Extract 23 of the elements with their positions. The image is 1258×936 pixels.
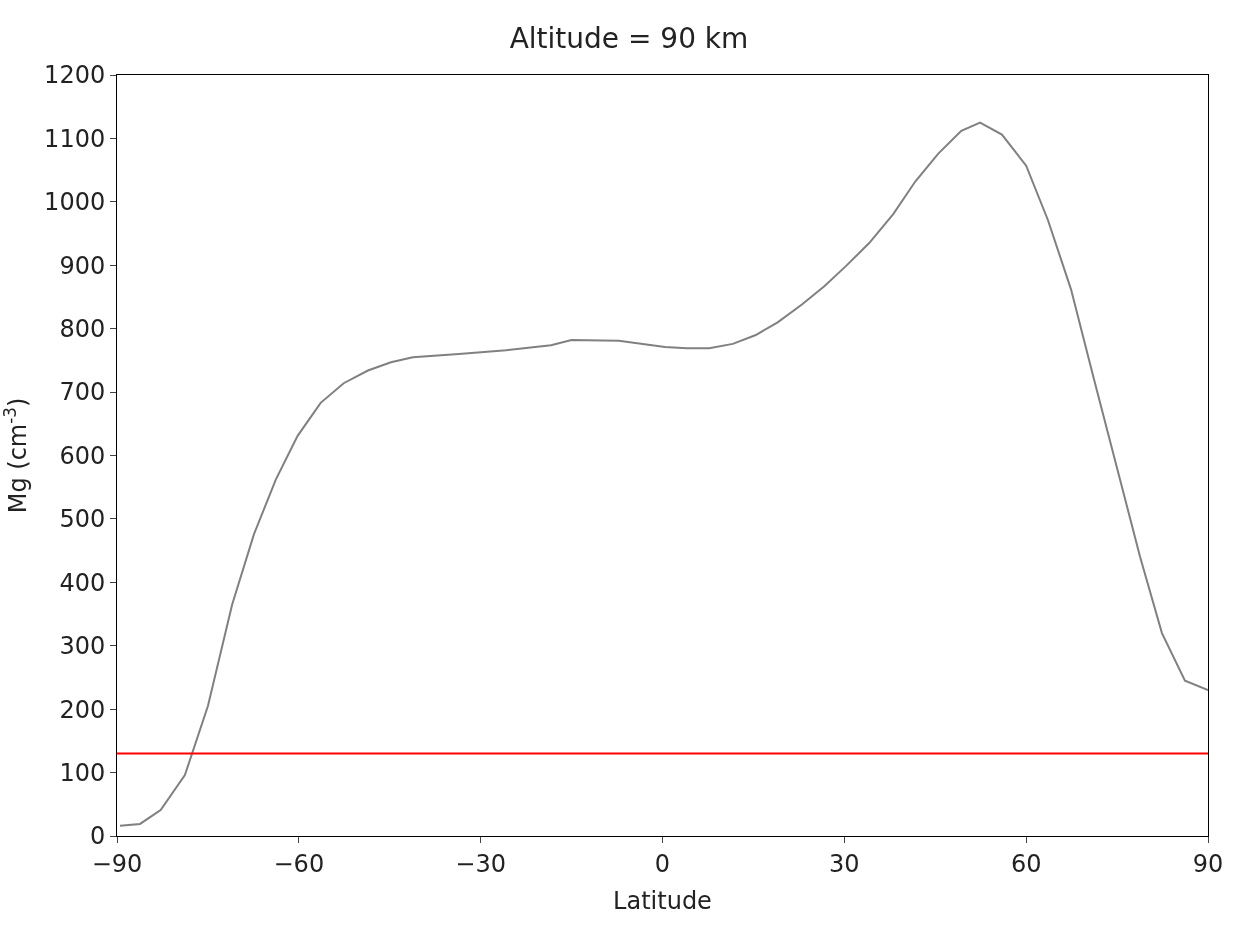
chart-title: Altitude = 90 km <box>509 21 749 55</box>
y-tick-label: 900 <box>59 251 106 280</box>
y-tick-label: 1100 <box>44 124 106 153</box>
y-tick-label: 600 <box>59 441 106 470</box>
y-tick-label: 400 <box>59 568 106 597</box>
x-tick-label: −30 <box>455 849 506 878</box>
y-tick-label: 200 <box>59 695 106 724</box>
y-tick-label: 700 <box>59 378 106 407</box>
y-tick-label: 100 <box>59 758 106 787</box>
y-tick-label: 1000 <box>44 188 106 217</box>
x-tick-label: 30 <box>829 849 860 878</box>
y-tick-label: 0 <box>89 822 106 851</box>
y-tick-label: 800 <box>59 315 106 344</box>
x-axis-title: Latitude <box>613 887 712 916</box>
x-tick-label: 90 <box>1192 849 1224 878</box>
x-tick-label: 60 <box>1010 849 1042 878</box>
x-tick-label: −60 <box>273 849 325 878</box>
x-tick-label: −90 <box>91 849 143 878</box>
y-tick-label: 1200 <box>44 61 106 90</box>
y-tick-label: 300 <box>59 632 106 661</box>
y-tick-label: 500 <box>59 505 106 534</box>
x-tick-label: 0 <box>654 849 671 878</box>
line-series <box>119 121 1208 827</box>
